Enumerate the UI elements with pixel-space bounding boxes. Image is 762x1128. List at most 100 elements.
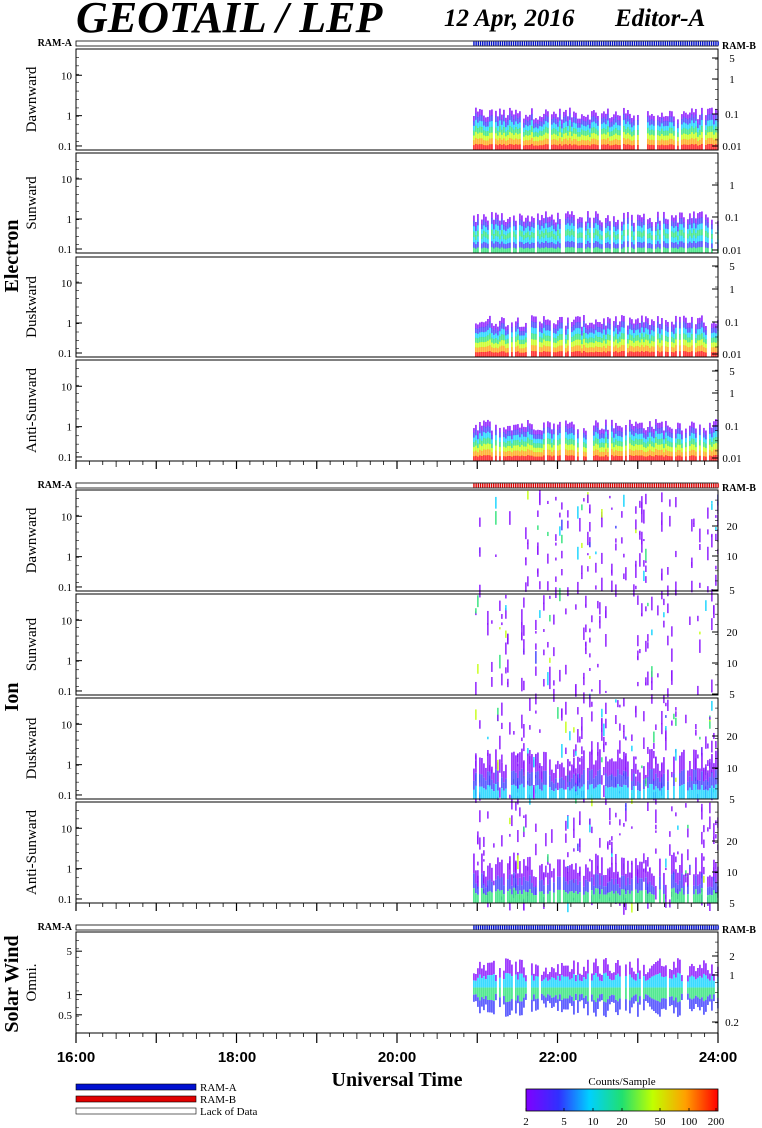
spectrogram-cell — [629, 144, 631, 151]
spectrogram-cell — [527, 130, 529, 136]
status-bar-segment — [600, 41, 603, 46]
spectrogram-cell — [653, 115, 655, 122]
spectrogram-cell — [575, 783, 577, 792]
spectrogram-cell — [503, 127, 505, 134]
status-bar-segment — [576, 483, 579, 488]
spectrogram-cell — [567, 241, 569, 248]
spectrogram-cell — [677, 450, 679, 456]
spectrogram-cell — [513, 424, 515, 431]
spectrogram-cell — [671, 133, 673, 140]
spectrogram-cell — [567, 334, 569, 341]
spectrogram-cell — [499, 977, 501, 988]
spectrogram-cell — [551, 214, 553, 221]
spectrogram-cell — [631, 131, 633, 137]
spectrogram-cell — [695, 729, 697, 734]
spectrogram-cell — [497, 707, 499, 722]
spectrogram-cell — [525, 814, 527, 828]
status-bar-segment — [543, 483, 546, 488]
spectrogram-cell — [595, 449, 597, 456]
spectrogram-cell — [621, 427, 623, 433]
spectrogram-cell — [657, 223, 659, 230]
status-bar-segment — [477, 483, 480, 488]
spectrogram-cell — [653, 140, 655, 146]
spectrogram-cell — [647, 602, 649, 607]
spectrogram-cell — [487, 419, 489, 427]
spectrogram-cell — [533, 141, 535, 146]
spectrogram-cell — [473, 789, 475, 799]
spectrogram-cell — [519, 427, 521, 433]
spectrogram-cell — [701, 131, 703, 139]
spectrogram-cell — [679, 755, 681, 774]
ram-status-bar: RAM-A RAM-B — [38, 38, 757, 52]
spectrogram-cell — [575, 328, 577, 335]
spectrogram-cell — [533, 886, 535, 895]
spectrogram-cell — [711, 427, 713, 433]
spectrogram-cell — [507, 238, 509, 244]
spectrogram-cell — [693, 229, 695, 236]
spectrogram-cell — [707, 529, 709, 535]
spectrogram-cell — [533, 980, 535, 988]
spectrogram-cell — [675, 351, 677, 358]
spectrogram-cell — [667, 130, 669, 136]
spectrogram-cell — [589, 542, 591, 547]
spectrogram-cell — [521, 885, 523, 895]
spectrogram-cell — [609, 787, 611, 799]
spectrogram-cell — [695, 451, 697, 457]
status-bar-segment — [517, 925, 519, 930]
spectrogram-cell — [477, 329, 479, 335]
spectrogram-cell — [511, 322, 513, 328]
spectrogram-cell — [481, 440, 483, 447]
status-bar-segment — [605, 925, 607, 930]
spectrogram-cell — [495, 987, 497, 994]
status-bar-segment — [486, 925, 488, 930]
spectrogram-cell — [651, 113, 653, 120]
spectrogram-cell — [491, 121, 493, 128]
spectrogram-cell — [617, 769, 619, 785]
spectrogram-cell — [651, 235, 653, 241]
spectrogram-cell — [541, 771, 543, 783]
spectrogram-cell — [525, 582, 527, 592]
spectrogram-cell — [671, 127, 673, 134]
spectrogram-cell — [703, 337, 705, 343]
spectrogram-cell — [647, 857, 649, 867]
spectrogram-cell — [657, 450, 659, 456]
spectrogram-cell — [491, 247, 493, 254]
spectrogram-cell — [567, 247, 569, 254]
spectrogram-cell — [561, 328, 563, 335]
spectrogram-cell — [709, 716, 711, 720]
spectrogram-cell — [519, 241, 521, 248]
spectrogram-cell — [607, 882, 609, 893]
spectrogram-cell — [707, 247, 709, 254]
spectrogram-cell — [687, 114, 689, 120]
spectrogram-cell — [583, 428, 585, 434]
spectrogram-cell — [503, 334, 505, 341]
spectrogram-cell — [691, 561, 693, 569]
spectrogram-cell — [527, 748, 529, 757]
spectrogram-cell — [639, 783, 641, 792]
spectrogram-cell — [517, 345, 519, 352]
spectrogram-cell — [553, 248, 555, 254]
spectrogram-cell — [557, 707, 559, 719]
spectrogram-cell — [655, 885, 657, 900]
spectrogram-cell — [599, 885, 601, 895]
spectrogram-cell — [519, 219, 521, 226]
spectrogram-cell — [547, 854, 549, 862]
spectrogram-cell — [483, 247, 485, 254]
spectrogram-cell — [617, 334, 619, 339]
spectrogram-cell — [495, 328, 497, 334]
spectrogram-cell — [561, 123, 563, 129]
spectrogram-cell — [709, 439, 711, 445]
spectrogram-cell — [525, 427, 527, 433]
spectrogram-cell — [519, 973, 521, 988]
spectrogram-cell — [657, 333, 659, 340]
spectrogram-cell — [659, 347, 661, 353]
spectrogram-cell — [665, 238, 667, 244]
spectrogram-cell — [677, 145, 679, 151]
spectrogram-cell — [607, 434, 609, 440]
spectrogram-cell — [647, 451, 649, 457]
spectrogram-cell — [695, 233, 697, 239]
spectrogram-cell — [645, 565, 647, 572]
spectrogram-cell — [623, 107, 625, 115]
spectrogram-cell — [495, 450, 497, 457]
spectrogram-cell — [675, 438, 677, 444]
